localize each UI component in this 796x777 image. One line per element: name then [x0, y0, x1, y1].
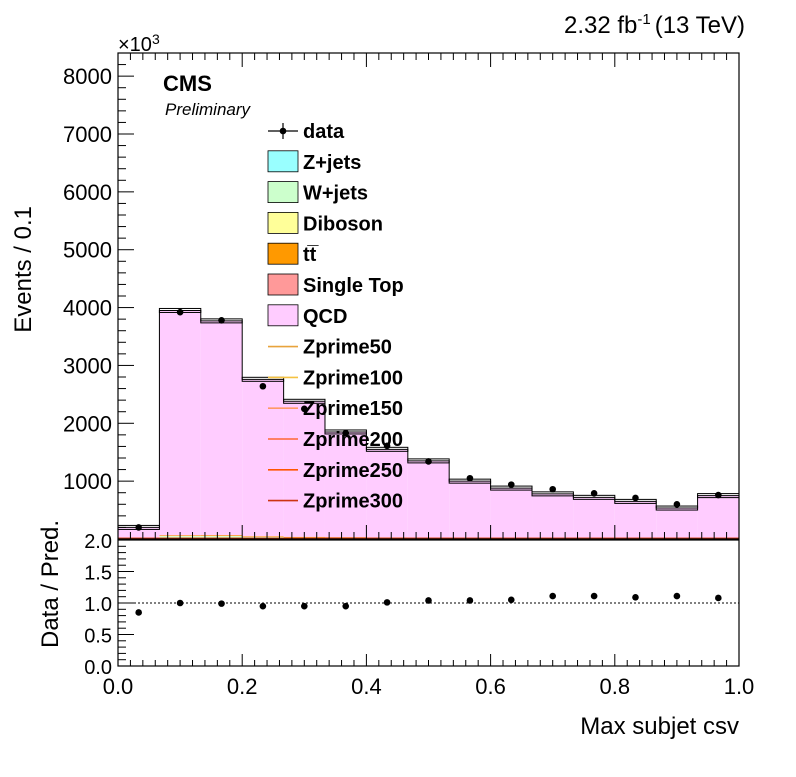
x-tick-label-4: 0.8: [600, 674, 631, 699]
data-point-9: [508, 481, 515, 488]
stack-bar-5-12: [615, 501, 656, 538]
stack-bar-5-8: [449, 481, 490, 538]
x-tick-label-0: 0.0: [103, 674, 134, 699]
stack-histogram: [118, 310, 739, 539]
stack-bar-1-2: [201, 536, 242, 538]
legend-label-6: QCD: [303, 306, 347, 328]
data-point-7: [425, 458, 432, 465]
y-tick-label-1: 2000: [63, 411, 112, 436]
y-tick-label-3: 4000: [63, 296, 112, 321]
y-tick-label-2: 3000: [63, 353, 112, 378]
lumi-label: 2.32 fb-1(13 TeV): [564, 11, 745, 39]
ratio-point-7: [425, 597, 432, 604]
ratio-point-8: [467, 597, 474, 604]
data-point-2: [218, 317, 225, 324]
ratio-point-6: [384, 599, 391, 606]
stack-bar-5-2: [201, 321, 242, 535]
ratio-x-axis: 0.0 0.2 0.4 0.6 0.8 1.0: [103, 654, 755, 699]
ratio-point-1: [177, 600, 184, 607]
legend-swatch-6: [268, 305, 298, 326]
x-tick-label-5: 1.0: [724, 674, 755, 699]
ratio-y-tick-label-2: 1.0: [84, 594, 112, 616]
ratio-point-3: [260, 603, 267, 610]
main-y-axis-title: Events / 0.1: [10, 206, 37, 333]
data-point-10: [549, 486, 556, 493]
data-point-12: [632, 495, 639, 502]
legend-swatch-1: [268, 151, 298, 172]
data-point-11: [591, 490, 598, 497]
legend-label-12: Zprime300: [303, 491, 403, 513]
legend-label-3: Diboson: [303, 213, 383, 235]
main-y-axis: 1000 2000 3000 4000 5000 6000 7000 8000: [63, 64, 134, 527]
stack-bar-5-7: [408, 461, 449, 538]
legend-label-10: Zprime200: [303, 429, 403, 451]
ratio-y-tick-label-3: 1.5: [84, 563, 112, 585]
legend-label-8: Zprime100: [303, 367, 403, 389]
stack-bar-5-1: [159, 310, 200, 535]
legend-label-9: Zprime150: [303, 398, 403, 420]
ratio-point-13: [674, 593, 681, 600]
ratio-point-14: [715, 595, 722, 602]
preliminary-label: Preliminary: [165, 100, 252, 119]
legend-label-11: Zprime250: [303, 460, 403, 482]
legend-dot-0: [280, 128, 287, 135]
stack-bar-5-14: [698, 496, 739, 539]
legend-swatch-2: [268, 182, 298, 203]
ratio-point-10: [549, 593, 556, 600]
x-tick-label-2: 0.4: [351, 674, 382, 699]
ratio-point-0: [135, 609, 142, 616]
y-tick-label-0: 1000: [63, 469, 112, 494]
x-axis-title: Max subjet csv: [580, 713, 739, 740]
data-point-1: [177, 309, 184, 316]
data-point-0: [135, 524, 142, 531]
ratio-point-9: [508, 597, 515, 604]
stack-bar-3-3: [242, 536, 283, 537]
legend-swatch-4: [268, 243, 298, 264]
cms-label: CMS: [163, 71, 212, 96]
ratio-point-4: [301, 603, 308, 610]
legend-label-4: tt̅: [303, 244, 319, 266]
y-tick-label-4: 5000: [63, 238, 112, 263]
ratio-y-axis: 0.00.51.01.52.0: [84, 531, 134, 679]
y-tick-label-6: 7000: [63, 122, 112, 147]
ratio-y-tick-label-4: 2.0: [84, 531, 112, 553]
x-tick-label-3: 0.6: [475, 674, 506, 699]
legend-label-2: W+jets: [303, 183, 368, 205]
legend-label-5: Single Top: [303, 275, 404, 297]
data-point-8: [467, 475, 474, 482]
data-point-14: [715, 492, 722, 499]
ratio-point-5: [342, 603, 349, 610]
ratio-points: [135, 593, 721, 616]
stack-bar-5-11: [573, 497, 614, 538]
x-tick-label-1: 0.2: [227, 674, 258, 699]
ratio-point-12: [632, 594, 639, 601]
stack-bar-5-9: [491, 488, 532, 538]
legend-label-0: data: [303, 121, 345, 143]
legend-label-1: Z+jets: [303, 152, 361, 174]
stack-bar-3-2: [201, 535, 242, 536]
legend-label-7: Zprime50: [303, 337, 392, 359]
ratio-point-2: [218, 600, 225, 607]
legend-swatch-3: [268, 212, 298, 233]
ratio-y-axis-title: Data / Pred.: [37, 520, 64, 648]
legend-swatch-5: [268, 274, 298, 295]
y-tick-label-5: 6000: [63, 180, 112, 205]
ratio-point-11: [591, 593, 598, 600]
ratio-y-tick-label-1: 0.5: [84, 626, 112, 648]
stack-bar-5-10: [532, 494, 573, 538]
ratio-plot: 0.0 0.5 1.0 1.5 2.0 0.0 0.2 0.4 0.6 0.8 1.0: [84, 531, 754, 699]
stack-bar-5-3: [242, 379, 283, 536]
y-tick-label-7: 8000: [63, 64, 112, 89]
y-multiplier: ×103: [118, 31, 160, 56]
data-point-13: [674, 501, 681, 508]
data-point-3: [260, 383, 267, 390]
